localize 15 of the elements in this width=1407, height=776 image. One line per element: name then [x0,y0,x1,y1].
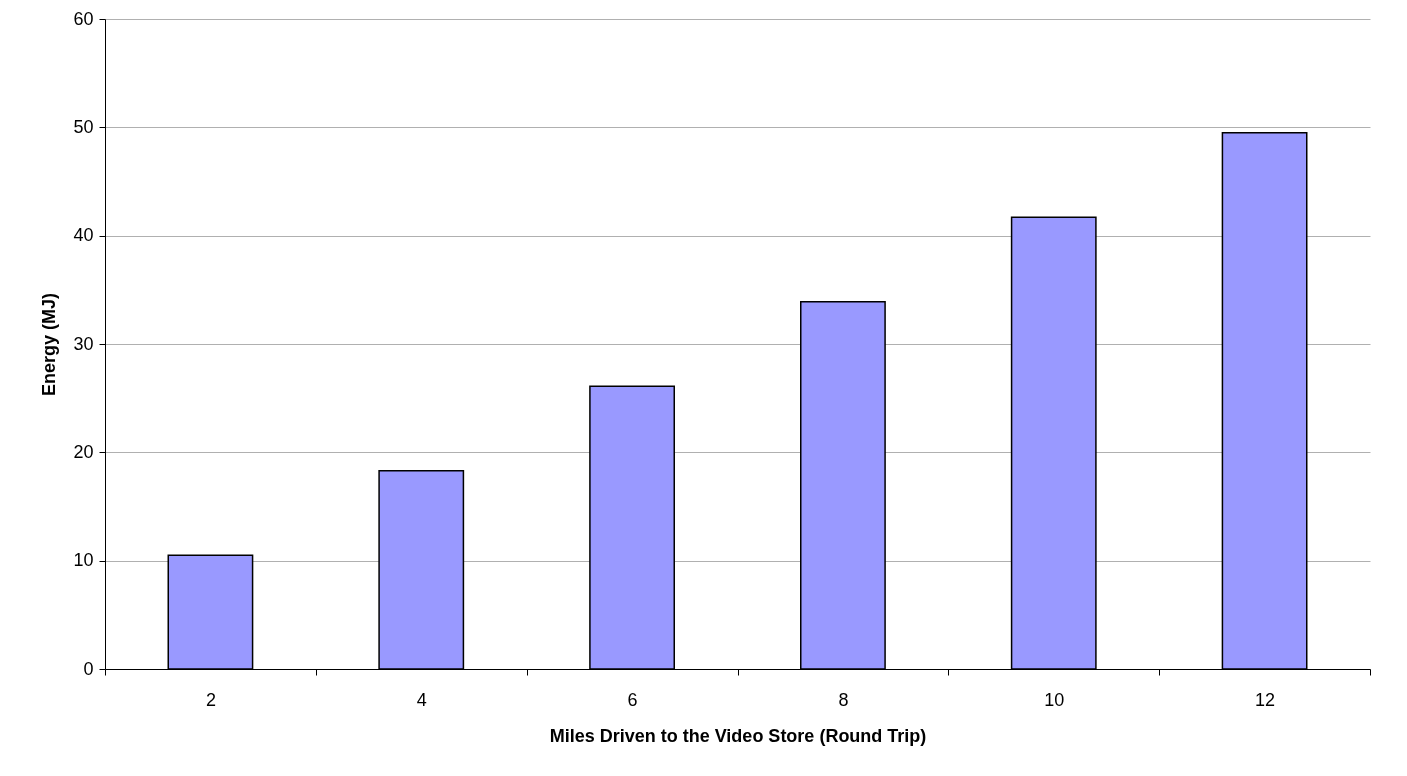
x-axis-title: Miles Driven to the Video Store (Round Trip) [549,725,927,746]
y-tick-label: 60 [73,8,94,29]
y-tick-label: 0 [83,658,94,679]
y-axis-title: Energy (MJ) [39,292,60,397]
y-tick-label: 40 [73,225,94,246]
x-tick-label: 8 [838,689,849,710]
y-tick-label: 30 [73,333,94,354]
x-tick-label: 6 [627,689,638,710]
y-tick-label: 10 [73,550,94,571]
y-tick-label: 20 [73,441,94,462]
x-tick-label: 10 [1044,689,1065,710]
y-tick-label: 50 [73,116,94,137]
x-tick-label: 4 [416,689,427,710]
x-tick-label: 12 [1255,689,1276,710]
x-tick-label: 2 [205,689,216,710]
